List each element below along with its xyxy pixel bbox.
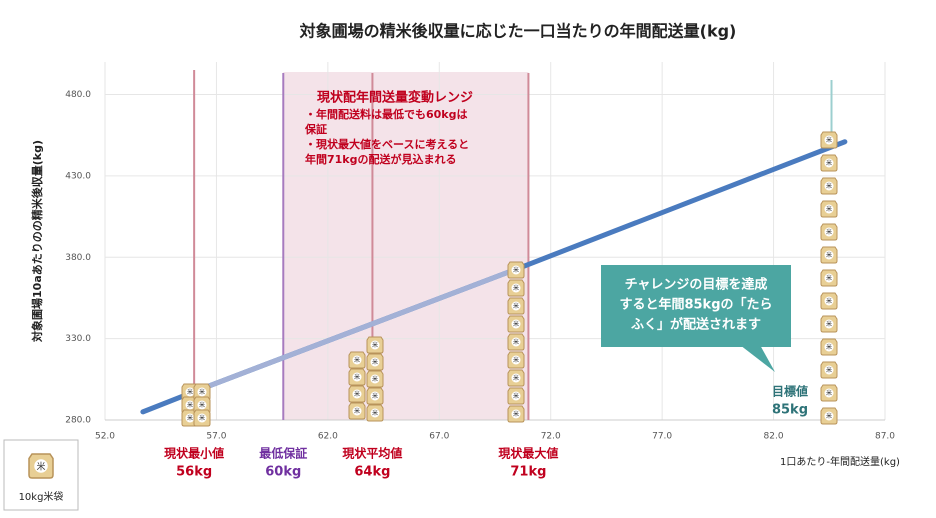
rice-bag xyxy=(820,292,838,310)
rice-bag xyxy=(507,315,525,333)
plot: 52.0 57.0 62.0 67.0 72.0 77.0 82.0 87.0 280.0 330… xyxy=(65,62,895,480)
rice-bag xyxy=(507,369,525,387)
reference-label: 現状最大値 xyxy=(498,446,558,461)
rice-bag xyxy=(366,353,384,371)
y-tick-label: 380.0 xyxy=(65,253,91,263)
rice-bag xyxy=(820,200,838,218)
rice-bag xyxy=(820,154,838,172)
data-line xyxy=(198,264,525,392)
x-tick-label: 82.0 xyxy=(764,432,784,442)
y-tick-label: 480.0 xyxy=(65,90,91,100)
rice-bag xyxy=(507,279,525,297)
rice-bag xyxy=(507,297,525,315)
range-title: 現状配年間送量変動レンジ xyxy=(317,90,473,106)
rice-bag xyxy=(507,333,525,351)
rice-bag xyxy=(820,269,838,287)
reference-value: 64kg xyxy=(354,465,390,480)
rice-bag xyxy=(348,368,366,386)
rice-bag xyxy=(820,131,838,149)
callout-text: チャレンジの目標を達成 xyxy=(625,277,768,293)
x-tick-label: 72.0 xyxy=(541,432,561,442)
rice-bag xyxy=(366,387,384,405)
x-axis-label: 1口あたり-年間配送量(kg) xyxy=(780,455,900,468)
legend-label: 10kg米袋 xyxy=(19,490,64,503)
rice-bag xyxy=(820,384,838,402)
x-tick-label: 52.0 xyxy=(95,432,115,442)
y-axis-label: 対象圃場10aあたりのの精米後収量(kg) xyxy=(30,140,44,343)
reference-value: 71kg xyxy=(510,465,546,480)
rice-bag xyxy=(507,405,525,423)
goal-value: 85kg xyxy=(772,403,808,418)
rice-bag xyxy=(507,387,525,405)
rice-bag xyxy=(820,223,838,241)
rice-bag xyxy=(366,336,384,354)
x-tick-label: 77.0 xyxy=(652,432,672,442)
y-tick-label: 430.0 xyxy=(65,171,91,181)
callout-text: ふく」が配送されます xyxy=(631,317,761,333)
reference-label: 最低保証 xyxy=(259,446,307,461)
callout-text: すると年間85kgの「たら xyxy=(619,297,772,313)
x-tick-label: 57.0 xyxy=(206,432,226,442)
range-band xyxy=(283,72,529,420)
reference-label: 現状最小値 xyxy=(164,446,224,461)
rice-bag xyxy=(366,404,384,422)
callout-box xyxy=(601,265,791,347)
callout-pointer xyxy=(740,345,775,372)
rice-bag xyxy=(348,402,366,420)
rice-bag xyxy=(348,351,366,369)
range-note: ・年間配送料は最低でも60kgは xyxy=(305,107,468,121)
x-tick-label: 67.0 xyxy=(429,432,449,442)
rice-bag xyxy=(820,315,838,333)
rice-bag xyxy=(820,177,838,195)
rice-bag xyxy=(348,385,366,403)
rice-bag xyxy=(820,338,838,356)
rice-bag xyxy=(193,409,211,427)
range-note: 保証 xyxy=(304,122,327,136)
x-tick-label: 62.0 xyxy=(318,432,338,442)
reference-value: 60kg xyxy=(265,465,301,480)
x-tick-label: 87.0 xyxy=(875,432,895,442)
range-note: 年間71kgの配送が見込まれる xyxy=(305,152,457,166)
rice-bag xyxy=(820,361,838,379)
goal-label: 目標値 xyxy=(772,384,808,399)
legend: 10kg米袋 xyxy=(3,439,79,511)
chart-title: 対象圃場の精米後収量に応じた一口当たりの年間配送量(kg) xyxy=(299,22,737,41)
rice-bag xyxy=(507,351,525,369)
y-tick-label: 330.0 xyxy=(65,334,91,344)
range-note: ・現状最大値をベースに考えると xyxy=(305,137,469,151)
rice-bag xyxy=(820,407,838,425)
reference-label: 現状平均値 xyxy=(342,446,402,461)
rice-bag xyxy=(820,246,838,264)
y-tick-label: 280.0 xyxy=(65,416,91,426)
rice-bag xyxy=(507,261,525,279)
reference-value: 56kg xyxy=(176,465,212,480)
legend-icon xyxy=(28,453,54,479)
rice-bag xyxy=(366,370,384,388)
